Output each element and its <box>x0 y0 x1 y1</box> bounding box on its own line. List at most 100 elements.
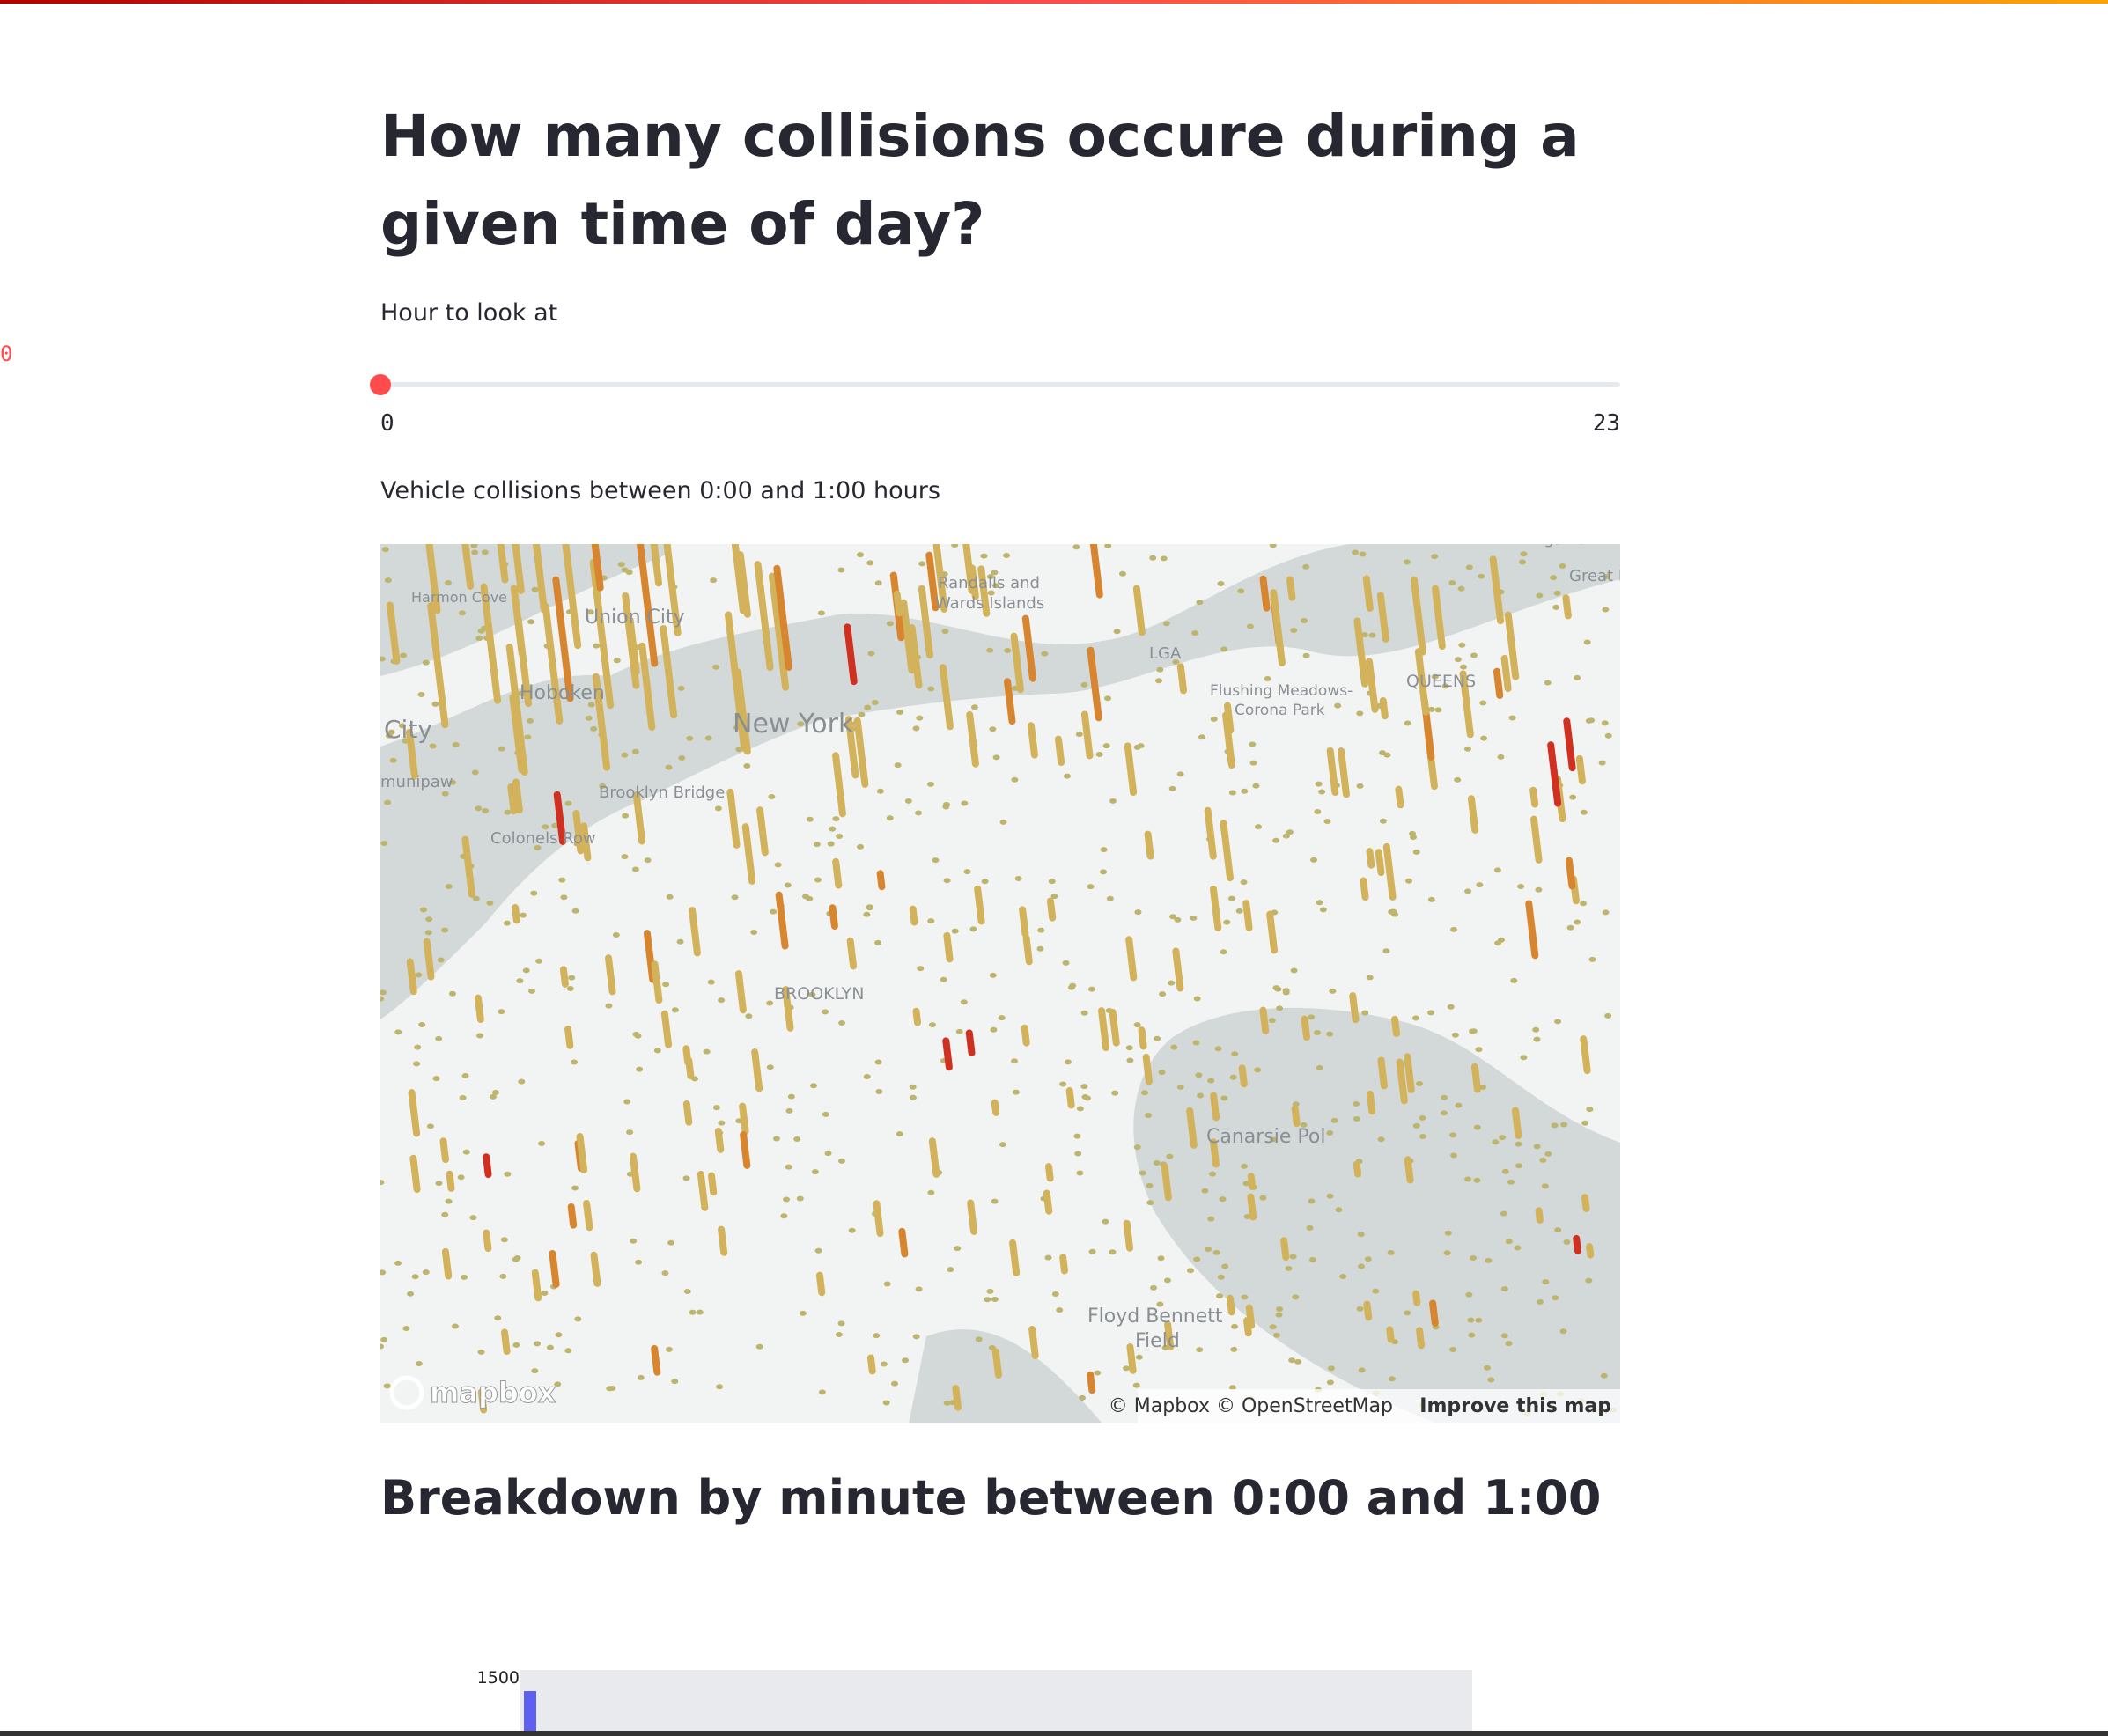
map-dot <box>731 894 739 901</box>
map-dot <box>415 972 423 978</box>
map-dot <box>837 567 845 573</box>
map-column <box>1046 897 1057 922</box>
map-column <box>682 1100 693 1126</box>
map-dot <box>1146 1182 1154 1188</box>
map-dot <box>491 1090 499 1096</box>
map-dot <box>1243 1213 1251 1219</box>
map-column <box>1123 1219 1134 1252</box>
map-column <box>483 1153 492 1179</box>
map-dot <box>1044 1254 1052 1261</box>
map-dot <box>707 979 715 985</box>
map-dot <box>1377 1136 1385 1143</box>
map-dot <box>469 1215 477 1221</box>
map-dot <box>637 1374 645 1380</box>
map-dot <box>1051 1291 1059 1298</box>
map-dot <box>1235 908 1243 914</box>
map-dot <box>1483 1365 1491 1371</box>
map-column <box>559 966 569 988</box>
map-dot <box>863 911 871 917</box>
page-title: How many collisions occure during a give… <box>380 102 1580 258</box>
map-column <box>386 601 401 665</box>
map-dot <box>1301 618 1308 624</box>
map-column <box>1220 820 1234 882</box>
map-dot <box>1156 666 1164 673</box>
map-column <box>1530 815 1543 864</box>
slider[interactable] <box>370 370 1638 400</box>
map-column <box>1291 1105 1301 1128</box>
map-dot <box>1069 982 1077 989</box>
map-dot <box>564 1348 572 1354</box>
map-dot <box>1109 1249 1117 1255</box>
map-column <box>505 644 528 776</box>
map-dot <box>475 805 483 812</box>
map-dot <box>1518 559 1526 565</box>
map-dot <box>886 815 894 821</box>
map-dot <box>435 1035 443 1041</box>
map-dot <box>636 1066 644 1072</box>
map-column <box>1043 1189 1053 1215</box>
map-column <box>908 624 923 689</box>
map-dot <box>883 1281 891 1287</box>
map-dot <box>381 547 389 553</box>
map-column <box>893 590 903 617</box>
map-column <box>1467 795 1479 834</box>
slider-thumb[interactable] <box>370 374 391 395</box>
map-column <box>928 1137 940 1178</box>
map-dot <box>1272 837 1280 843</box>
map-dot <box>874 580 882 586</box>
map-dot <box>422 1269 430 1276</box>
map-dot <box>961 800 969 806</box>
map-dot <box>1515 1163 1523 1169</box>
map-dot <box>1448 1347 1456 1353</box>
map-dot <box>1012 1089 1020 1095</box>
map-dot <box>1160 555 1168 562</box>
map-dot <box>1100 869 1108 875</box>
map-column <box>751 1048 763 1092</box>
map-column <box>974 885 985 925</box>
map-dot <box>380 1336 388 1342</box>
map-dot <box>1457 585 1465 592</box>
map-column <box>1565 857 1576 890</box>
map-dot <box>380 1180 385 1186</box>
map-dot <box>1300 1122 1308 1128</box>
map-dot <box>449 779 457 785</box>
place-label: Field <box>1135 1330 1180 1352</box>
map-column <box>714 1127 725 1153</box>
map-dot <box>1272 1332 1280 1338</box>
map-column <box>1087 646 1102 722</box>
place-label: LGA <box>1149 644 1182 663</box>
chart-plot-area <box>520 1670 1472 1731</box>
map-column <box>900 599 916 674</box>
map-dot <box>1275 1312 1283 1318</box>
map-column <box>549 1250 560 1288</box>
map-dot <box>991 1297 999 1303</box>
map-dot <box>1603 574 1610 580</box>
map-dot <box>1220 646 1228 652</box>
map-dot <box>1076 1106 1084 1112</box>
map-dot <box>1231 1051 1239 1057</box>
map-dot <box>915 1286 923 1292</box>
map-dot <box>1505 1239 1513 1245</box>
map-column <box>409 1154 421 1193</box>
map-dot <box>422 659 430 666</box>
map-dot <box>1172 659 1180 666</box>
map-dot <box>1229 1074 1237 1080</box>
map-dot <box>1125 1045 1133 1051</box>
top-bar <box>0 0 2108 4</box>
slider-min: 0 <box>380 410 394 437</box>
improve-map-link[interactable]: Improve this map <box>1419 1395 1611 1417</box>
map-dot <box>475 1033 483 1039</box>
map[interactable]: Harmon Cove Union City Hoboken City munipaw C… <box>380 544 1620 1423</box>
map-dot <box>1559 1328 1567 1335</box>
map-dot <box>848 1227 856 1233</box>
map-dot <box>876 788 884 794</box>
map-dot <box>1036 945 1044 952</box>
map-dot <box>1500 1210 1507 1217</box>
map-dot <box>1459 664 1467 670</box>
map-dot <box>632 1031 640 1037</box>
place-label: BROOKLYN <box>774 984 865 1004</box>
map-dot <box>1102 743 1110 749</box>
map-dot <box>1269 1136 1277 1143</box>
map-dot <box>571 908 579 914</box>
map-dot <box>1505 1341 1513 1347</box>
